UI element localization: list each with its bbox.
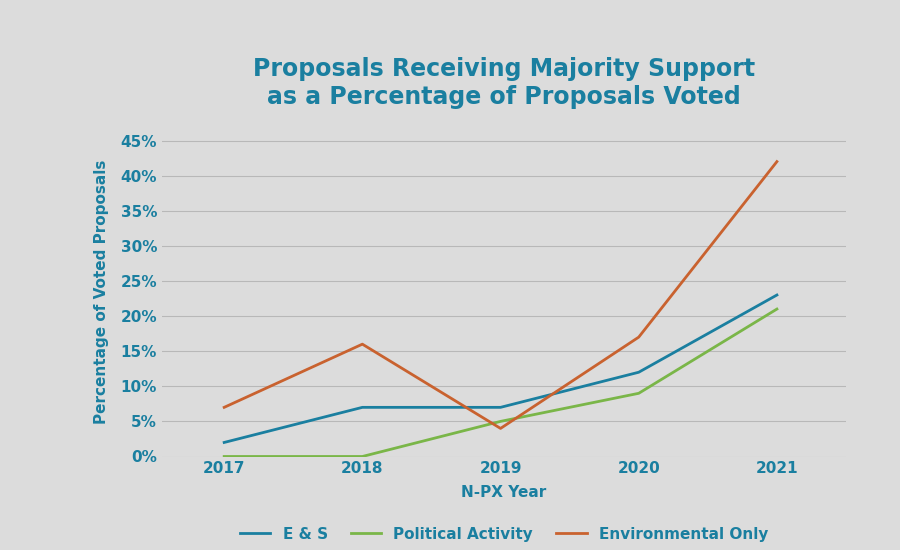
Legend: E & S, Political Activity, Environmental Only: E & S, Political Activity, Environmental… [234,521,774,548]
X-axis label: N-PX Year: N-PX Year [462,485,546,500]
Title: Proposals Receiving Majority Support
as a Percentage of Proposals Voted: Proposals Receiving Majority Support as … [253,58,755,109]
Y-axis label: Percentage of Voted Proposals: Percentage of Voted Proposals [94,160,110,424]
